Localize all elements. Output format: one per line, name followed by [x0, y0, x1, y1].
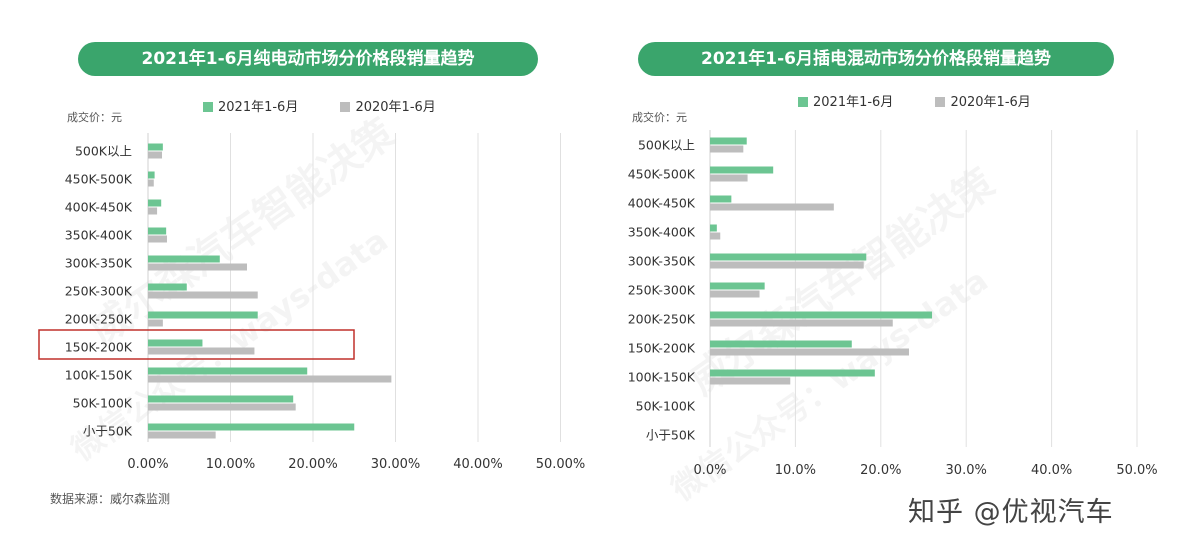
unit-label-phev: 成交价：元	[632, 111, 687, 124]
bar-2021	[148, 311, 258, 319]
bar-2020	[148, 319, 163, 327]
legend-item-2020: 2020年1-6月	[935, 95, 1031, 110]
bar-2021	[710, 253, 867, 261]
bar-2020	[148, 347, 255, 355]
bar-2020	[148, 375, 392, 383]
x-tick-label: 0.00%	[127, 457, 168, 472]
bar-2021	[148, 339, 203, 347]
highlight-box	[38, 329, 355, 360]
bar-2020	[148, 403, 296, 411]
legend-label-2021: 2021年1-6月	[218, 100, 299, 115]
category-label: 50K-100K	[73, 396, 133, 411]
bar-2021	[710, 137, 747, 145]
category-label: 350K-400K	[65, 228, 133, 243]
bar-2020	[148, 179, 154, 187]
bar-2020	[710, 174, 748, 182]
x-tick-label: 40.00%	[453, 457, 503, 472]
x-tick-label: 30.00%	[371, 457, 421, 472]
x-tick-label: 20.00%	[288, 457, 338, 472]
x-tick-label: 30.0%	[946, 463, 987, 478]
legend-swatch-2021	[203, 102, 213, 112]
category-label: 150K-200K	[65, 340, 133, 355]
category-label: 450K-500K	[65, 172, 133, 187]
bar-2020	[710, 319, 893, 327]
bar-2020	[710, 290, 760, 298]
data-source-note: 数据来源：威尔森监测	[50, 492, 171, 506]
legend-label-2021: 2021年1-6月	[813, 95, 894, 110]
category-label: 300K-350K	[628, 254, 696, 269]
legend-bev: 2021年1-6月 2020年1-6月	[203, 96, 474, 115]
unit-label-bev: 成交价：元	[67, 111, 122, 124]
x-tick-label: 0.0%	[693, 463, 726, 478]
bar-2021	[148, 171, 155, 179]
bar-2021	[148, 143, 163, 151]
brand-credit: 知乎 @优视汽车	[908, 497, 1114, 528]
bar-2020	[148, 207, 158, 215]
category-label: 200K-250K	[65, 312, 133, 327]
bar-2020	[710, 232, 721, 240]
legend-swatch-2020	[935, 97, 946, 107]
bar-2020	[148, 151, 163, 159]
bar-2020	[710, 145, 744, 153]
bar-2021	[710, 340, 852, 348]
category-label: 450K-500K	[628, 167, 696, 182]
bar-2021	[148, 395, 294, 403]
x-tick-label: 10.0%	[775, 463, 816, 478]
chart-title-bev: 2021年1-6月纯电动市场分价格段销量趋势	[78, 42, 538, 76]
x-tick-label: 40.0%	[1031, 463, 1072, 478]
category-label: 200K-250K	[628, 312, 696, 327]
bar-2020	[148, 263, 247, 271]
category-label: 50K-100K	[636, 399, 696, 414]
legend-item-2021: 2021年1-6月	[203, 100, 298, 115]
bar-2020	[710, 261, 864, 269]
category-label: 150K-200K	[628, 341, 696, 356]
bar-2021	[710, 224, 717, 232]
bar-2021	[148, 227, 167, 235]
category-label: 350K-400K	[628, 225, 696, 240]
legend-item-2021: 2021年1-6月	[798, 95, 893, 110]
bar-2020	[710, 348, 909, 356]
category-label: 100K-150K	[628, 370, 696, 385]
category-label: 400K-450K	[628, 196, 696, 211]
category-label: 400K-450K	[65, 200, 133, 215]
category-label: 300K-350K	[65, 256, 133, 271]
bar-2021	[710, 282, 765, 290]
bar-2021	[710, 195, 732, 203]
bar-2020	[148, 431, 216, 439]
category-label: 500K以上	[75, 144, 132, 159]
bar-2020	[148, 291, 258, 299]
bar-2021	[148, 255, 220, 263]
category-label: 小于50K	[83, 424, 133, 439]
x-tick-label: 20.0%	[860, 463, 901, 478]
bar-2020	[710, 377, 791, 385]
bar-2020	[148, 235, 167, 243]
legend-swatch-2021	[798, 97, 808, 107]
category-label: 250K-300K	[628, 283, 696, 298]
bar-2021	[148, 199, 162, 207]
legend-swatch-2020	[340, 102, 351, 112]
x-tick-label: 10.00%	[206, 457, 256, 472]
legend-label-2020: 2020年1-6月	[355, 100, 436, 115]
category-label: 250K-300K	[65, 284, 133, 299]
bar-2021	[148, 423, 355, 431]
legend-phev: 2021年1-6月 2020年1-6月	[798, 91, 1069, 110]
category-label: 小于50K	[646, 428, 696, 443]
x-tick-label: 50.00%	[536, 457, 586, 472]
legend-label-2020: 2020年1-6月	[950, 95, 1031, 110]
legend-item-2020: 2020年1-6月	[340, 100, 436, 115]
bar-2021	[148, 283, 187, 291]
category-label: 500K以上	[638, 138, 695, 153]
chart-title-phev: 2021年1-6月插电混动市场分价格段销量趋势	[638, 42, 1114, 76]
bar-2021	[710, 369, 875, 377]
bar-2021	[148, 367, 308, 375]
bar-2021	[710, 166, 774, 174]
x-tick-label: 50.0%	[1116, 463, 1157, 478]
bar-2020	[710, 203, 834, 211]
category-label: 100K-150K	[65, 368, 133, 383]
bar-2021	[710, 311, 933, 319]
